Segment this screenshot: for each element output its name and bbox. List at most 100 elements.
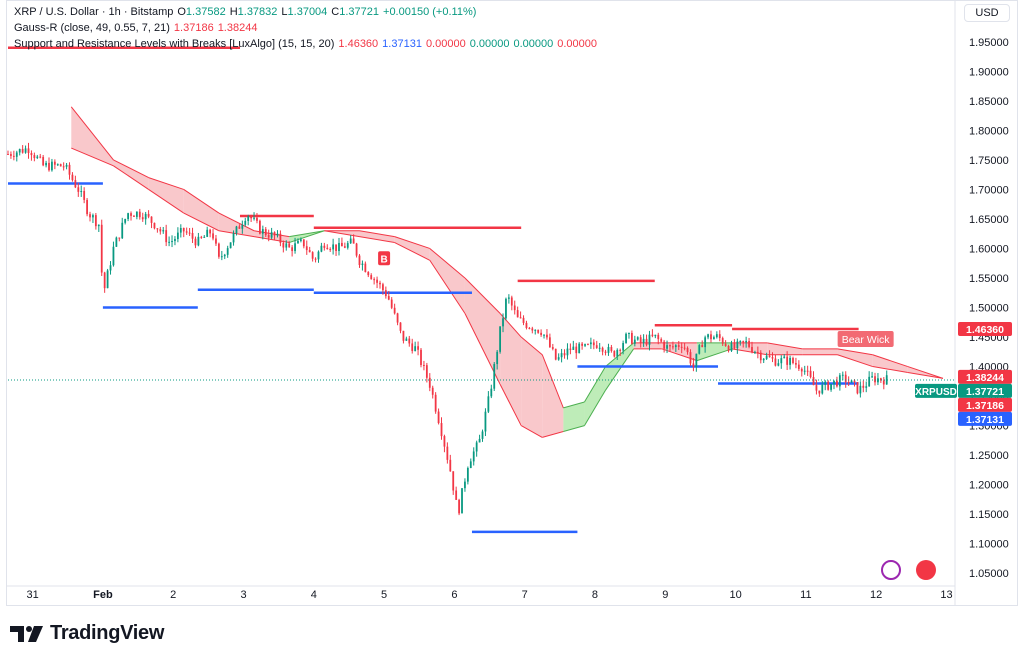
- candle-body: [118, 237, 121, 239]
- currency-button[interactable]: USD: [964, 4, 1010, 22]
- gauss-band-segment: [464, 277, 501, 385]
- candle-body: [745, 341, 748, 343]
- y-tick-label: 1.15000: [969, 509, 1009, 521]
- candle-body: [510, 297, 513, 306]
- y-tick-label: 1.55000: [969, 273, 1009, 285]
- candle-body: [660, 339, 663, 342]
- candle-body: [715, 334, 718, 338]
- candle-body: [630, 332, 633, 344]
- candle-body: [680, 346, 683, 348]
- candle-body: [188, 232, 191, 234]
- candle-body: [589, 342, 592, 345]
- candle-body: [853, 380, 856, 383]
- gauss-band-segment: [872, 354, 908, 373]
- candle-body: [423, 364, 425, 366]
- legend-sr-row[interactable]: Support and Resistance Levels with Break…: [14, 36, 597, 52]
- candle-body: [77, 187, 80, 192]
- candle-body: [859, 385, 862, 394]
- candle-body: [408, 338, 411, 344]
- candle-body: [771, 357, 774, 359]
- candle-body: [420, 349, 422, 365]
- candle-body: [109, 265, 112, 271]
- candle-body: [698, 345, 701, 354]
- candle-body: [692, 363, 695, 367]
- legend-gauss-row[interactable]: Gauss-R (close, 49, 0.55, 7, 21) 1.37186…: [14, 20, 597, 36]
- candle-body: [203, 236, 206, 238]
- gauss-band-lower-edge: [499, 384, 522, 426]
- candle-body: [191, 233, 194, 239]
- candle-body: [642, 338, 645, 343]
- candle-body: [144, 213, 147, 220]
- y-tick-label: 1.05000: [969, 568, 1009, 580]
- candle-body: [267, 235, 270, 238]
- candle-body: [636, 337, 639, 340]
- candle-body: [557, 357, 560, 360]
- gauss-band-upper-edge: [872, 354, 908, 368]
- candle-body: [232, 233, 235, 243]
- price-label-bg: [958, 411, 1012, 426]
- candle-body: [754, 351, 756, 353]
- candle-body: [777, 363, 780, 366]
- legend-symbol-row[interactable]: XRP / U.S. Dollar · 1h · Bitstamp O 1.375…: [14, 4, 597, 20]
- gauss-band-segment: [521, 337, 543, 438]
- candle-body: [250, 216, 253, 219]
- candle-body: [297, 240, 299, 244]
- candle-body: [768, 355, 771, 358]
- candle-body: [206, 229, 209, 237]
- tradingview-brand[interactable]: TradingView: [10, 622, 164, 645]
- candle-body: [83, 190, 86, 200]
- gauss-band-upper-edge: [584, 366, 606, 403]
- tradingview-logo-icon: [10, 625, 43, 642]
- candle-body: [569, 348, 572, 350]
- candle-body: [103, 272, 106, 289]
- candle-body: [830, 383, 832, 390]
- candle-body: [677, 345, 680, 347]
- x-tick-label: 10: [729, 589, 741, 601]
- symbol-title: XRP / U.S. Dollar · 1h · Bitstamp: [14, 6, 174, 18]
- candle-body: [546, 334, 548, 338]
- candle-body: [7, 153, 9, 155]
- candle-body: [229, 242, 232, 249]
- candle-body: [475, 442, 478, 452]
- candle-body: [774, 358, 777, 366]
- indicator-icon[interactable]: [881, 560, 901, 580]
- candle-body: [431, 387, 434, 395]
- candle-body: [367, 272, 370, 276]
- candle-body: [212, 233, 214, 239]
- candle-body: [24, 148, 27, 153]
- low-label: L: [281, 6, 288, 18]
- gauss-band-upper-edge: [183, 188, 220, 214]
- candle-body: [455, 490, 458, 500]
- candle-body: [396, 313, 399, 323]
- candle-body: [311, 252, 314, 259]
- gauss-band-segment: [584, 366, 606, 426]
- candle-body: [806, 370, 809, 372]
- candle-body: [373, 279, 376, 281]
- candle-body: [639, 337, 642, 343]
- gauss-band-segment: [802, 348, 838, 355]
- gauss-band-upper-edge: [837, 348, 873, 356]
- candle-body: [220, 256, 223, 258]
- flag-icon[interactable]: [916, 560, 936, 580]
- price-chart[interactable]: 1.050001.100001.150001.200001.250001.300…: [0, 0, 1024, 606]
- gauss-band-upper-edge: [464, 277, 501, 314]
- gauss-band-segment: [71, 106, 114, 166]
- y-tick-label: 1.25000: [969, 450, 1009, 462]
- candle-body: [879, 378, 882, 381]
- candle-body: [294, 243, 296, 252]
- candle-body: [153, 222, 156, 229]
- candle-body: [513, 305, 516, 311]
- candle-body: [551, 347, 554, 349]
- candle-body: [308, 250, 311, 253]
- price-label-bg: [958, 321, 1012, 336]
- candle-body: [115, 237, 118, 247]
- candle-body: [797, 364, 800, 369]
- candle-body: [159, 229, 162, 232]
- candle-body: [683, 347, 686, 349]
- candle-body: [592, 342, 595, 346]
- candle-body: [780, 358, 783, 364]
- gauss-band-upper-edge: [563, 401, 585, 409]
- gauss-band-upper-edge: [218, 212, 255, 232]
- candle-body: [15, 152, 18, 157]
- candle-body: [727, 346, 730, 351]
